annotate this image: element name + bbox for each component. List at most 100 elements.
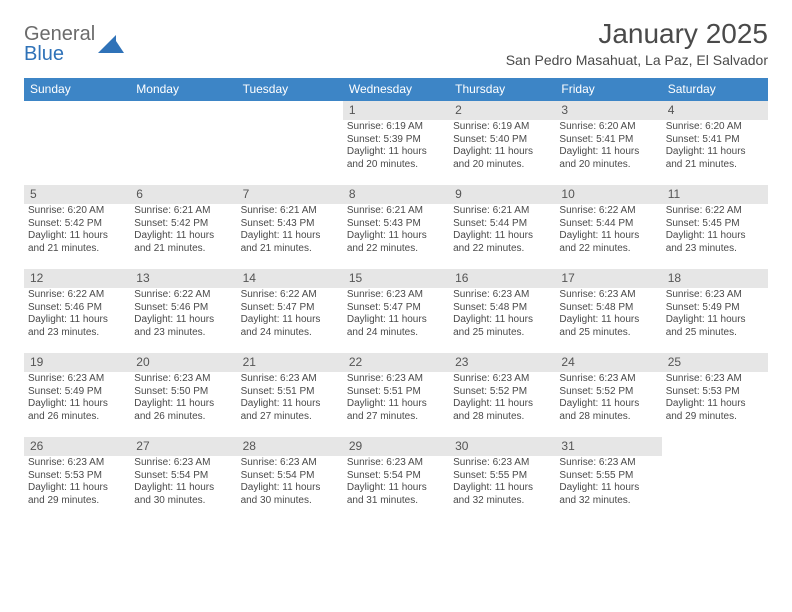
- month-title: January 2025: [506, 18, 768, 50]
- sunrise-text: Sunrise: 6:23 AM: [559, 289, 657, 302]
- day-info-cell: Sunrise: 6:23 AMSunset: 5:48 PMDaylight:…: [449, 289, 555, 353]
- day-info-cell: Sunrise: 6:23 AMSunset: 5:55 PMDaylight:…: [449, 457, 555, 521]
- day-info-cell: Sunrise: 6:22 AMSunset: 5:44 PMDaylight:…: [555, 205, 661, 269]
- day-info-cell: [130, 121, 236, 185]
- day-number-cell: 21: [237, 353, 343, 373]
- sunrise-text: Sunrise: 6:23 AM: [453, 457, 551, 470]
- day-info-cell: Sunrise: 6:23 AMSunset: 5:55 PMDaylight:…: [555, 457, 661, 521]
- sunset-text: Sunset: 5:48 PM: [453, 302, 551, 315]
- daylight-text: Daylight: 11 hours and 31 minutes.: [347, 482, 445, 507]
- sunset-text: Sunset: 5:41 PM: [666, 134, 764, 147]
- day-info-cell: [24, 121, 130, 185]
- sunset-text: Sunset: 5:44 PM: [559, 218, 657, 231]
- day-info-cell: Sunrise: 6:23 AMSunset: 5:48 PMDaylight:…: [555, 289, 661, 353]
- day-number-cell: 9: [449, 185, 555, 205]
- sunset-text: Sunset: 5:55 PM: [559, 470, 657, 483]
- sunrise-text: Sunrise: 6:20 AM: [28, 205, 126, 218]
- location-text: San Pedro Masahuat, La Paz, El Salvador: [506, 52, 768, 68]
- sunset-text: Sunset: 5:43 PM: [347, 218, 445, 231]
- daylight-text: Daylight: 11 hours and 26 minutes.: [134, 398, 232, 423]
- info-row: Sunrise: 6:23 AMSunset: 5:49 PMDaylight:…: [24, 373, 768, 437]
- daylight-text: Daylight: 11 hours and 22 minutes.: [347, 230, 445, 255]
- day-info-cell: Sunrise: 6:23 AMSunset: 5:54 PMDaylight:…: [130, 457, 236, 521]
- day-number-cell: 14: [237, 269, 343, 289]
- day-number-cell: [662, 437, 768, 457]
- day-info-cell: Sunrise: 6:23 AMSunset: 5:49 PMDaylight:…: [24, 373, 130, 437]
- day-number-cell: 19: [24, 353, 130, 373]
- weekday-header-row: Sunday Monday Tuesday Wednesday Thursday…: [24, 78, 768, 101]
- daylight-text: Daylight: 11 hours and 25 minutes.: [453, 314, 551, 339]
- sunrise-text: Sunrise: 6:20 AM: [559, 121, 657, 134]
- sunrise-text: Sunrise: 6:23 AM: [134, 457, 232, 470]
- sunrise-text: Sunrise: 6:21 AM: [453, 205, 551, 218]
- daylight-text: Daylight: 11 hours and 20 minutes.: [453, 146, 551, 171]
- daylight-text: Daylight: 11 hours and 26 minutes.: [28, 398, 126, 423]
- weekday-header: Wednesday: [343, 78, 449, 101]
- sunset-text: Sunset: 5:40 PM: [453, 134, 551, 147]
- day-number-cell: 26: [24, 437, 130, 457]
- day-info-cell: Sunrise: 6:20 AMSunset: 5:41 PMDaylight:…: [555, 121, 661, 185]
- day-info-cell: Sunrise: 6:23 AMSunset: 5:51 PMDaylight:…: [237, 373, 343, 437]
- day-number-cell: 8: [343, 185, 449, 205]
- sunset-text: Sunset: 5:44 PM: [453, 218, 551, 231]
- day-number-cell: [130, 101, 236, 121]
- sunrise-text: Sunrise: 6:22 AM: [559, 205, 657, 218]
- daynum-row: 262728293031: [24, 437, 768, 457]
- day-info-cell: Sunrise: 6:22 AMSunset: 5:45 PMDaylight:…: [662, 205, 768, 269]
- day-number-cell: 6: [130, 185, 236, 205]
- sunrise-text: Sunrise: 6:23 AM: [347, 289, 445, 302]
- info-row: Sunrise: 6:20 AMSunset: 5:42 PMDaylight:…: [24, 205, 768, 269]
- day-info-cell: Sunrise: 6:23 AMSunset: 5:54 PMDaylight:…: [343, 457, 449, 521]
- day-number-cell: 10: [555, 185, 661, 205]
- weekday-header: Friday: [555, 78, 661, 101]
- day-number-cell: 23: [449, 353, 555, 373]
- info-row: Sunrise: 6:22 AMSunset: 5:46 PM Daylight:…: [24, 289, 768, 353]
- sunset-text: Sunset: 5:41 PM: [559, 134, 657, 147]
- daynum-row: 19202122232425: [24, 353, 768, 373]
- day-info-cell: Sunrise: 6:23 AMSunset: 5:52 PMDaylight:…: [449, 373, 555, 437]
- sunrise-text: Sunrise: 6:23 AM: [347, 457, 445, 470]
- sunset-text: Sunset: 5:46 PM: [28, 302, 126, 315]
- day-number-cell: 3: [555, 101, 661, 121]
- day-info-cell: Sunrise: 6:22 AMSunset: 5:47 PMDaylight:…: [237, 289, 343, 353]
- sunrise-text: Sunrise: 6:23 AM: [28, 457, 126, 470]
- daynum-row: 12131415161718: [24, 269, 768, 289]
- daylight-text: Daylight: 11 hours and 29 minutes.: [28, 482, 126, 507]
- daylight-text: Daylight: 11 hours and 24 minutes.: [347, 314, 445, 339]
- day-number-cell: 5: [24, 185, 130, 205]
- sunset-text: Sunset: 5:43 PM: [241, 218, 339, 231]
- info-row: Sunrise: 6:23 AMSunset: 5:53 PMDaylight:…: [24, 457, 768, 521]
- sunset-text: Sunset: 5:47 PM: [241, 302, 339, 315]
- day-info-cell: Sunrise: 6:23 AMSunset: 5:50 PMDaylight:…: [130, 373, 236, 437]
- sunrise-text: Sunrise: 6:21 AM: [241, 205, 339, 218]
- sunset-text: Sunset: 5:45 PM: [666, 218, 764, 231]
- day-info-cell: Sunrise: 6:20 AMSunset: 5:41 PMDaylight:…: [662, 121, 768, 185]
- day-info-cell: Sunrise: 6:23 AMSunset: 5:47 PMDaylight:…: [343, 289, 449, 353]
- sunset-text: Sunset: 5:54 PM: [241, 470, 339, 483]
- sunrise-text: Sunrise: 6:22 AM: [666, 205, 764, 218]
- daylight-text: Daylight: 11 hours and 21 minutes.: [28, 230, 126, 255]
- day-info-cell: Sunrise: 6:20 AMSunset: 5:42 PMDaylight:…: [24, 205, 130, 269]
- info-row: Sunrise: 6:19 AMSunset: 5:39 PMDaylight:…: [24, 121, 768, 185]
- day-info-cell: Sunrise: 6:21 AMSunset: 5:43 PMDaylight:…: [343, 205, 449, 269]
- daylight-text: Daylight: 11 hours and 32 minutes.: [559, 482, 657, 507]
- sunrise-text: Sunrise: 6:23 AM: [453, 373, 551, 386]
- sunrise-text: Sunrise: 6:21 AM: [134, 205, 232, 218]
- daynum-row: 567891011: [24, 185, 768, 205]
- day-info-cell: Sunrise: 6:22 AMSunset: 5:46 PMDaylight:…: [130, 289, 236, 353]
- daylight-text: Daylight: 11 hours and 29 minutes.: [666, 398, 764, 423]
- daylight-text: Daylight: 11 hours and 20 minutes.: [559, 146, 657, 171]
- day-number-cell: 12: [24, 269, 130, 289]
- sunset-text: Sunset: 5:50 PM: [134, 386, 232, 399]
- daylight-text: Daylight: 11 hours and 30 minutes.: [241, 482, 339, 507]
- daylight-text: Daylight: 11 hours and 23 minutes.: [134, 314, 232, 339]
- sunset-text: Sunset: 5:42 PM: [28, 218, 126, 231]
- sunrise-text: Sunrise: 6:20 AM: [666, 121, 764, 134]
- daylight-text: Daylight: 11 hours and 30 minutes.: [134, 482, 232, 507]
- sunrise-text: Sunrise: 6:23 AM: [559, 373, 657, 386]
- daylight-text: Daylight: 11 hours and 23 minutes.: [666, 230, 764, 255]
- sunset-text: Sunset: 5:53 PM: [28, 470, 126, 483]
- day-info-cell: [662, 457, 768, 521]
- day-number-cell: 16: [449, 269, 555, 289]
- sunrise-text: Sunrise: 6:22 AM: [28, 289, 126, 302]
